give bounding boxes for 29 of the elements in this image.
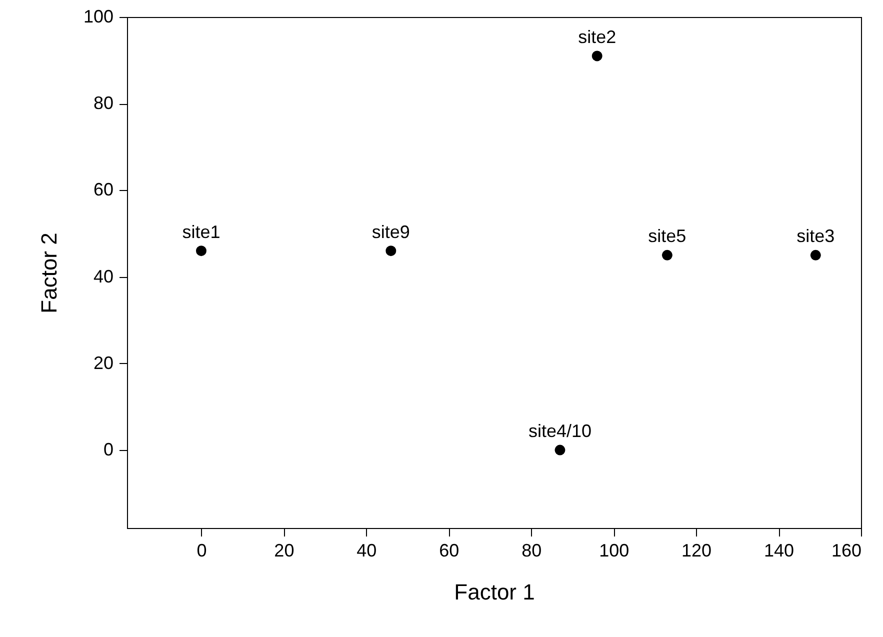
annotation: site1 — [182, 222, 220, 242]
x-tick-label: 40 — [356, 540, 377, 560]
x-tick-label: 20 — [274, 540, 294, 560]
y-tick-label: 40 — [93, 266, 114, 286]
x-axis-title: Factor 1 — [454, 580, 535, 604]
point — [386, 246, 396, 256]
annotation: site5 — [648, 226, 686, 246]
y-tick-label: 60 — [93, 180, 114, 200]
annotation: site9 — [372, 222, 410, 242]
annotation: site3 — [796, 226, 835, 246]
x-tick-label: 120 — [682, 540, 712, 560]
annotation: site4/10 — [528, 421, 592, 442]
y-tick-label: 80 — [93, 93, 114, 114]
y-axis-title: Factor 2 — [36, 232, 62, 314]
x-tick-label: 60 — [439, 540, 460, 560]
point — [554, 444, 566, 456]
x-tick-label: 140 — [764, 540, 794, 560]
y-tick-label: 0 — [103, 440, 114, 460]
point — [662, 250, 672, 260]
point — [196, 246, 206, 256]
point — [810, 250, 821, 260]
annotation: site2 — [578, 26, 616, 47]
y-tick-label: 20 — [93, 352, 114, 373]
point — [592, 50, 602, 62]
x-tick-label: 100 — [599, 540, 630, 560]
x-tick-label: 160 — [831, 540, 862, 560]
x-tick-label: 0 — [196, 540, 207, 560]
x-tick-label: 80 — [522, 540, 542, 560]
y-tick-label: 100 — [83, 6, 114, 26]
